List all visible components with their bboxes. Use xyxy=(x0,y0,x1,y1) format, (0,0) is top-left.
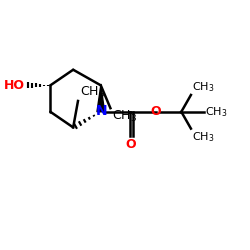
Text: CH$_3$: CH$_3$ xyxy=(80,85,106,100)
Text: HO: HO xyxy=(4,79,25,92)
Polygon shape xyxy=(97,85,105,112)
Text: CH$_3$: CH$_3$ xyxy=(112,110,137,124)
Text: CH$_3$: CH$_3$ xyxy=(192,80,214,94)
Text: N: N xyxy=(96,104,108,118)
Text: CH$_3$: CH$_3$ xyxy=(192,130,214,143)
Text: O: O xyxy=(126,138,136,151)
Text: CH$_3$: CH$_3$ xyxy=(205,105,228,119)
Text: O: O xyxy=(151,105,162,118)
